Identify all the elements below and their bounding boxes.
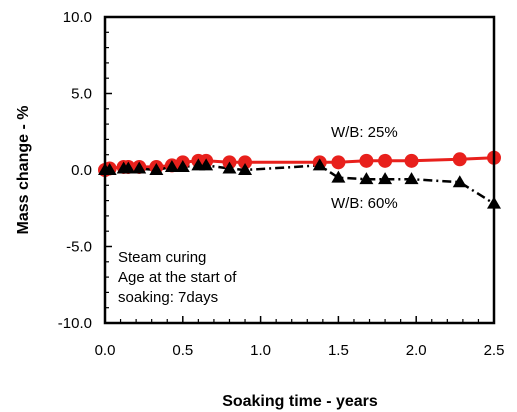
x-tick-label: 1.0 [250, 342, 271, 359]
series2-point [149, 163, 164, 175]
series-layer [98, 150, 501, 209]
y-tick-label: 10.0 [63, 9, 92, 26]
y-tick-label: -5.0 [66, 239, 92, 256]
series2-point [452, 175, 467, 188]
x-axis-title: Soaking time - years [222, 393, 378, 410]
series2-point [121, 161, 136, 174]
y-tick-label: 5.0 [71, 86, 92, 103]
y-axis-title: Mass change - % [15, 106, 32, 235]
series2-point [132, 161, 147, 174]
series1-point [331, 155, 346, 170]
series-line-2 [105, 164, 495, 205]
series2-point [404, 172, 419, 185]
series2-point [378, 172, 393, 185]
series2-point [359, 172, 374, 185]
series1-point [359, 153, 374, 168]
series2-point [238, 163, 253, 175]
series1-point [452, 152, 467, 167]
series2-point [164, 159, 179, 172]
x-tick-label: 2.5 [484, 342, 505, 359]
series2-point [175, 159, 190, 172]
condition-line-2: Age at the start of [118, 269, 237, 286]
series1-point [404, 153, 419, 168]
series2-point [312, 158, 327, 171]
series1-label: W/B: 25% [331, 124, 398, 141]
condition-line-1: Steam curing [118, 249, 206, 266]
series2-label: W/B: 60% [331, 195, 398, 212]
ticks-layer: 0.0 0.5 1.0 1.5 2.0 2.5 10.0 5.0 0.0 -5.0 -10.0 [58, 9, 505, 359]
series2-point [199, 158, 214, 171]
y-tick-label: 0.0 [71, 162, 92, 179]
x-tick-label: 2.0 [406, 342, 427, 359]
series2-point [331, 170, 346, 183]
y-tick-label: -10.0 [58, 315, 92, 332]
x-tick-label: 0.0 [95, 342, 116, 359]
series1-point [378, 153, 393, 168]
plot-frame [103, 15, 496, 325]
x-tick-label: 1.5 [328, 342, 349, 359]
x-tick-label: 0.5 [172, 342, 193, 359]
series1-point [238, 155, 253, 170]
series2-point [222, 161, 237, 174]
condition-line-3: soaking: 7days [118, 289, 218, 306]
